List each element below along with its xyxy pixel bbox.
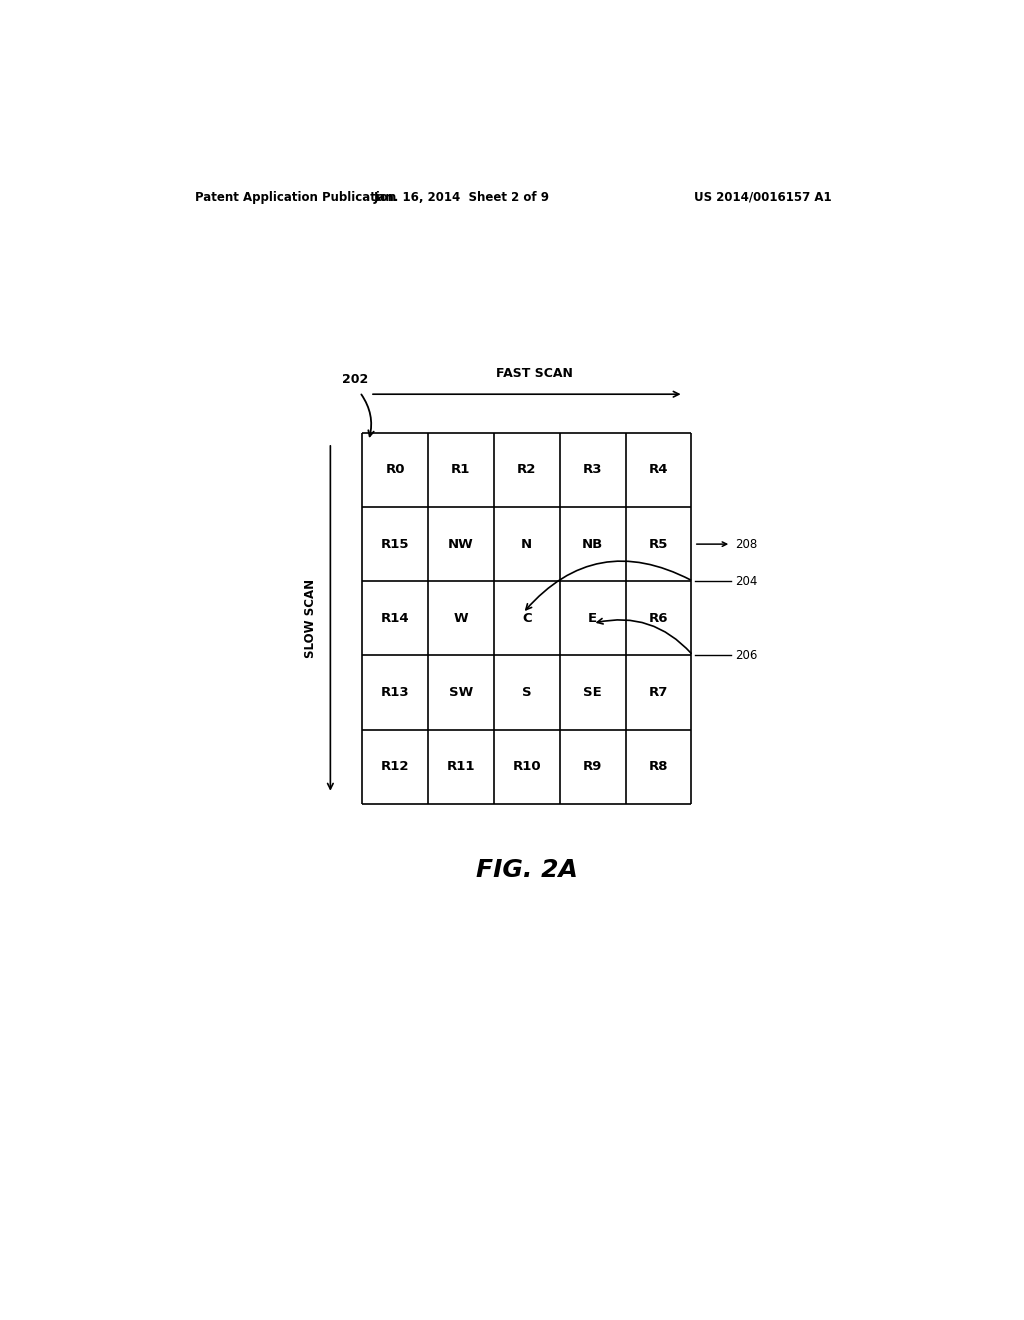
- Text: R4: R4: [649, 463, 669, 477]
- Text: SE: SE: [584, 686, 602, 700]
- Text: SLOW SCAN: SLOW SCAN: [304, 578, 317, 657]
- Text: FIG. 2A: FIG. 2A: [476, 858, 578, 882]
- Text: W: W: [454, 612, 468, 624]
- Text: 206: 206: [735, 649, 758, 661]
- Text: R2: R2: [517, 463, 537, 477]
- Text: R3: R3: [583, 463, 602, 477]
- Text: C: C: [522, 612, 531, 624]
- Text: S: S: [522, 686, 531, 700]
- Text: N: N: [521, 537, 532, 550]
- Text: R1: R1: [452, 463, 471, 477]
- Text: R9: R9: [583, 760, 602, 774]
- Text: Jan. 16, 2014  Sheet 2 of 9: Jan. 16, 2014 Sheet 2 of 9: [374, 190, 549, 203]
- Text: 208: 208: [735, 537, 758, 550]
- Text: Patent Application Publication: Patent Application Publication: [196, 190, 396, 203]
- Text: R0: R0: [385, 463, 404, 477]
- Text: FAST SCAN: FAST SCAN: [497, 367, 573, 380]
- Text: R11: R11: [446, 760, 475, 774]
- Text: R12: R12: [381, 760, 410, 774]
- Text: 202: 202: [342, 374, 369, 387]
- Text: US 2014/0016157 A1: US 2014/0016157 A1: [694, 190, 831, 203]
- Text: R8: R8: [649, 760, 669, 774]
- Text: R13: R13: [381, 686, 410, 700]
- Text: NB: NB: [582, 537, 603, 550]
- Text: R14: R14: [381, 612, 410, 624]
- Text: E: E: [588, 612, 597, 624]
- Text: SW: SW: [449, 686, 473, 700]
- Text: R10: R10: [512, 760, 541, 774]
- Text: R6: R6: [649, 612, 669, 624]
- Text: R7: R7: [649, 686, 669, 700]
- Text: R5: R5: [649, 537, 669, 550]
- Text: NW: NW: [449, 537, 474, 550]
- Text: 204: 204: [735, 574, 758, 587]
- Text: R15: R15: [381, 537, 410, 550]
